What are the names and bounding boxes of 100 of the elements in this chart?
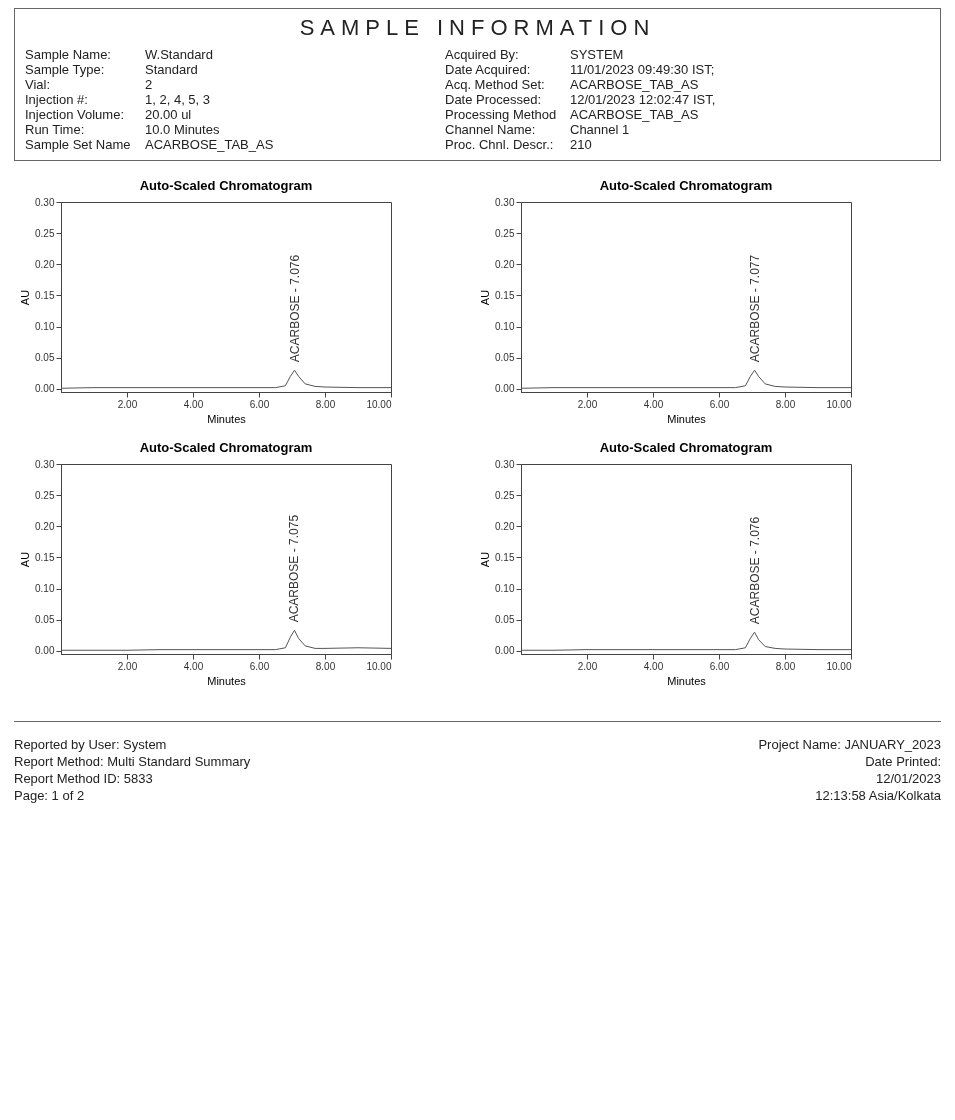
text: 12/01/2023 12:02:47 IST, [570, 92, 717, 107]
text: 20.00 ul [145, 107, 193, 122]
annotation: ACARBOSE - 7.075 [287, 514, 302, 623]
y-tick-label: 0.25 [35, 489, 55, 501]
text: Date Acquired: [445, 62, 532, 77]
x-tick-label: 8.00 [775, 660, 796, 672]
y-tick-label: 0.30 [35, 196, 55, 208]
x-tick-label: 8.00 [315, 660, 336, 672]
y-tick-label: 0.20 [35, 520, 55, 532]
x-tick-label: 4.00 [183, 398, 204, 410]
x-tick-label: 4.00 [643, 398, 664, 410]
y-tick-label: 0.15 [495, 551, 515, 563]
x-axis-title: Minutes [667, 674, 707, 687]
text: Report Method: Multi Standard Summary [14, 753, 252, 770]
text: Run Time: [25, 122, 86, 137]
y-tick-label: 0.30 [495, 196, 515, 208]
y-tick-label: 0.00 [35, 383, 55, 395]
x-tick-label: 2.00 [577, 660, 598, 672]
text: Project Name: JANUARY_2023 [757, 736, 941, 753]
y-tick-label: 0.30 [495, 458, 515, 470]
text: Sample Name: [25, 47, 112, 62]
y-tick-label: 0.10 [495, 583, 515, 595]
line-series [60, 629, 392, 651]
x-tick-label: 2.00 [577, 398, 598, 410]
text: 2 [145, 77, 154, 92]
text: Report Method ID: 5833 [14, 770, 154, 787]
y-tick-label: 0.20 [35, 258, 55, 270]
text: Proc. Chnl. Descr.: [445, 137, 555, 152]
x-tick-label: 10.00 [366, 660, 392, 672]
x-tick-label: 8.00 [775, 398, 796, 410]
chart-title: Auto-Scaled Chromatogram [139, 440, 313, 455]
y-tick-label: 0.05 [35, 352, 55, 364]
y-tick-label: 0.00 [495, 383, 515, 395]
text: Acq. Method Set: [445, 77, 546, 92]
text: ACARBOSE_TAB_AS [570, 107, 700, 122]
text: Standard [145, 62, 199, 77]
x-axis-title: Minutes [667, 412, 707, 425]
text: Injection #: [25, 92, 89, 107]
text: W.Standard [145, 47, 214, 62]
y-axis-title: AU [19, 551, 32, 568]
text: Date Processed: [445, 92, 543, 107]
text: Vial: [25, 77, 52, 92]
text: ACARBOSE_TAB_AS [570, 77, 700, 92]
y-tick-label: 0.15 [35, 289, 55, 301]
x-tick-label: 10.00 [366, 398, 392, 410]
x-tick-label: 6.00 [709, 398, 730, 410]
chart-title: Auto-Scaled Chromatogram [139, 178, 313, 193]
x-tick-label: 10.00 [826, 660, 852, 672]
y-tick-label: 0.15 [35, 551, 55, 563]
y-axis-title: AU [479, 289, 492, 306]
y-tick-label: 0.25 [35, 227, 55, 239]
y-tick-label: 0.05 [495, 352, 515, 364]
y-tick-label: 0.15 [495, 289, 515, 301]
y-axis-title: AU [479, 551, 492, 568]
text: 12:13:58 Asia/Kolkata [814, 787, 941, 804]
line-series [60, 369, 392, 389]
x-tick-label: 6.00 [249, 398, 270, 410]
text: 1, 2, 4, 5, 3 [145, 92, 212, 107]
text: Page: 1 of 2 [14, 787, 86, 804]
text: 11/01/2023 09:49:30 IST; [570, 62, 716, 77]
annotation: ACARBOSE - 7.076 [287, 254, 302, 363]
y-tick-label: 0.25 [495, 489, 515, 501]
text: 10.0 Minutes [145, 122, 221, 137]
y-tick-label: 0.10 [495, 321, 515, 333]
y-tick-label: 0.20 [495, 520, 515, 532]
chart-title: Auto-Scaled Chromatogram [599, 440, 773, 455]
y-tick-label: 0.30 [35, 458, 55, 470]
x-tick-label: 6.00 [249, 660, 270, 672]
text: Reported by User: System [14, 736, 168, 753]
annotation: ACARBOSE - 7.077 [747, 254, 762, 363]
y-tick-label: 0.00 [495, 645, 515, 657]
text: Acquired By: [445, 47, 520, 62]
x-tick-label: 8.00 [315, 398, 336, 410]
y-tick-label: 0.25 [495, 227, 515, 239]
text: Sample Set Name [25, 137, 132, 152]
text: Date Printed: [864, 753, 941, 770]
x-tick-label: 10.00 [826, 398, 852, 410]
x-axis-title: Minutes [207, 674, 247, 687]
text: Processing Method [445, 107, 558, 122]
y-tick-label: 0.00 [35, 645, 55, 657]
text: 12/01/2023 [874, 770, 941, 787]
annotation: ACARBOSE - 7.076 [747, 516, 762, 625]
y-tick-label: 0.05 [495, 614, 515, 626]
y-tick-label: 0.05 [35, 614, 55, 626]
text: SAMPLE INFORMATION [298, 15, 657, 41]
line-series [520, 369, 852, 389]
text: Injection Volume: [25, 107, 125, 122]
text: ACARBOSE_TAB_AS [145, 137, 275, 152]
text: 210 [570, 137, 593, 152]
x-tick-label: 4.00 [643, 660, 664, 672]
x-tick-label: 4.00 [183, 660, 204, 672]
x-tick-label: 2.00 [117, 660, 138, 672]
x-axis-title: Minutes [207, 412, 247, 425]
x-tick-label: 2.00 [117, 398, 138, 410]
y-tick-label: 0.20 [495, 258, 515, 270]
line-series [520, 631, 852, 651]
chart-title: Auto-Scaled Chromatogram [599, 178, 773, 193]
y-tick-label: 0.10 [35, 583, 55, 595]
text: Channel Name: [445, 122, 537, 137]
y-tick-label: 0.10 [35, 321, 55, 333]
